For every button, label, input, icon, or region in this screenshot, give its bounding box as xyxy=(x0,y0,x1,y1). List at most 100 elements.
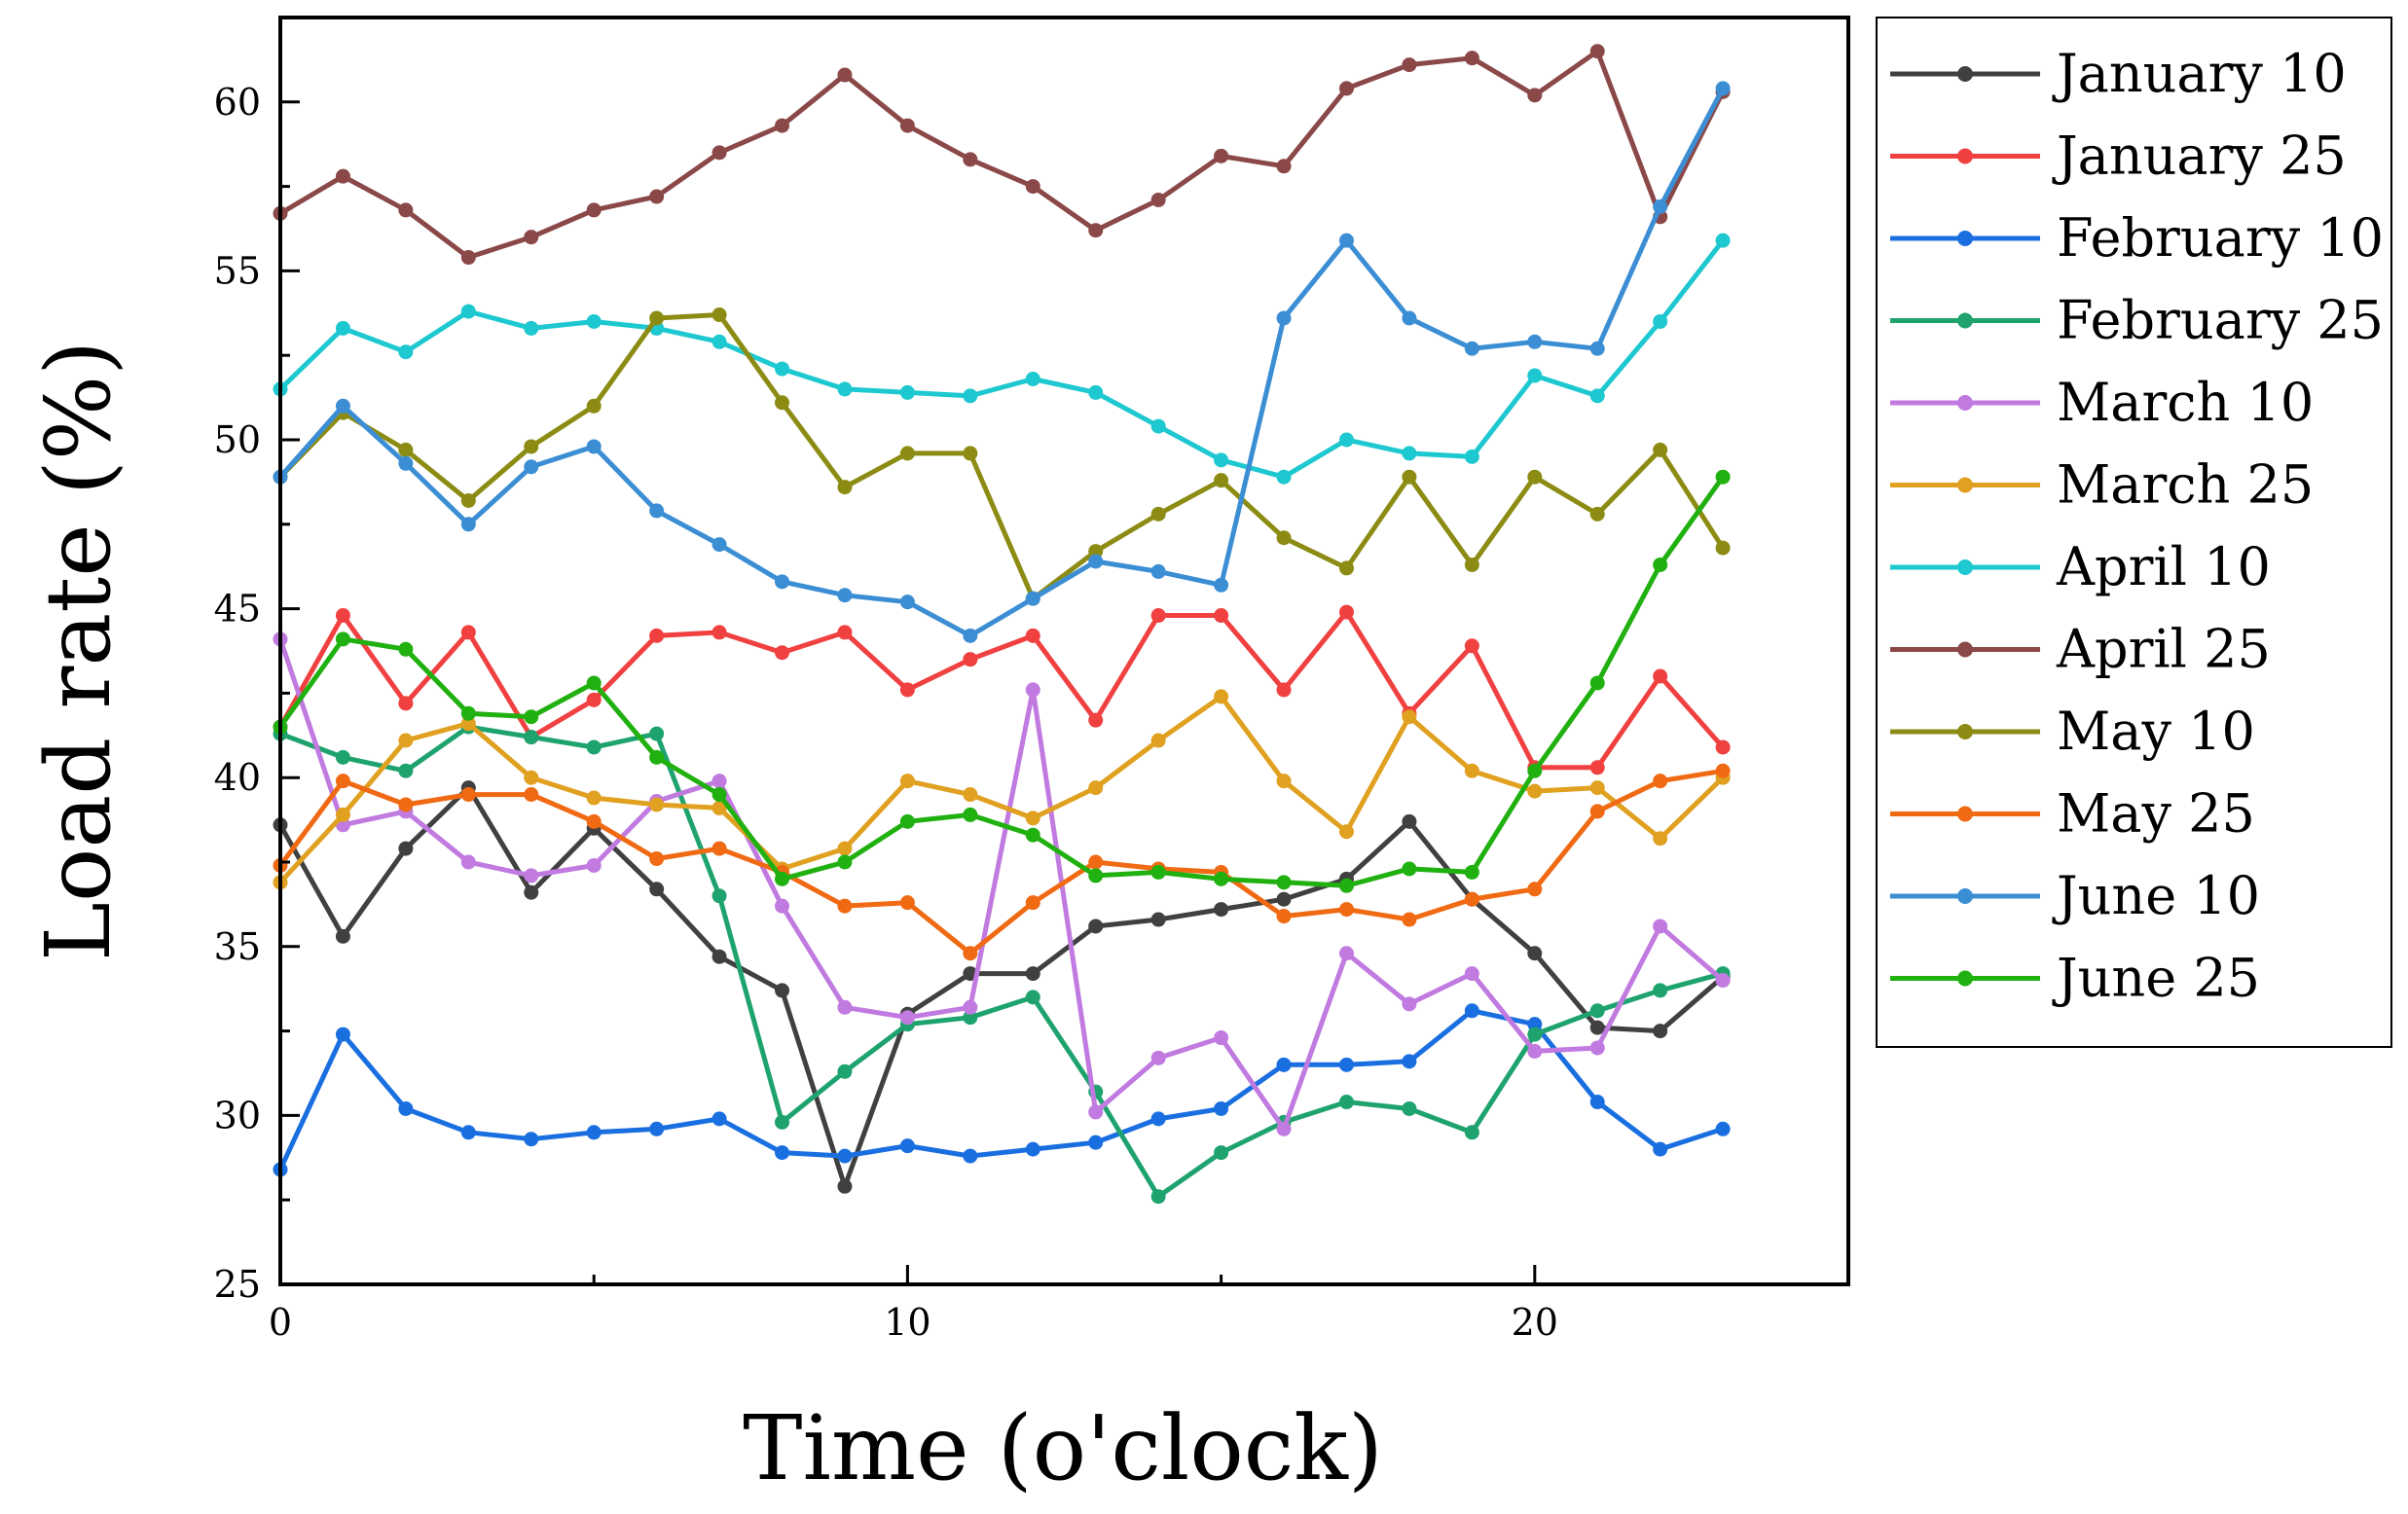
series-line-february-10 xyxy=(277,1008,1724,1172)
data-point-april-25 xyxy=(1338,81,1354,96)
legend-label: April 25 xyxy=(2056,619,2271,680)
data-point-april-25 xyxy=(711,145,727,161)
data-point-april-25 xyxy=(837,67,853,83)
data-point-april-25 xyxy=(1088,223,1104,238)
data-point-january-25 xyxy=(1464,638,1479,654)
data-point-may-10 xyxy=(586,398,602,414)
data-point-june-10 xyxy=(963,628,978,643)
x-tick-label: 0 xyxy=(269,1301,292,1344)
legend-label: June 25 xyxy=(2052,948,2260,1009)
data-point-may-10 xyxy=(963,446,978,461)
data-point-january-25 xyxy=(1214,608,1229,624)
data-point-june-10 xyxy=(1338,233,1354,248)
data-point-june-10 xyxy=(711,537,727,553)
data-point-march-25 xyxy=(711,800,727,815)
data-point-june-10 xyxy=(1150,563,1166,579)
data-point-may-25 xyxy=(711,841,727,856)
series-line-february-25 xyxy=(279,724,1724,1200)
data-point-may-10 xyxy=(775,395,790,411)
data-point-january-25 xyxy=(1653,668,1668,684)
data-point-february-10 xyxy=(1276,1057,1292,1072)
data-point-february-25 xyxy=(1402,1100,1417,1116)
data-point-february-25 xyxy=(963,1010,978,1026)
data-point-february-10 xyxy=(1589,1095,1605,1110)
data-point-march-10 xyxy=(1338,946,1354,961)
data-point-january-10 xyxy=(1402,813,1417,829)
data-point-march-25 xyxy=(1150,733,1166,748)
legend: January 10 January 25 February 10 February … xyxy=(1876,17,2392,1048)
data-point-january-25 xyxy=(1276,682,1292,698)
data-point-march-10 xyxy=(460,854,476,870)
legend-swatch-marker xyxy=(1957,231,1973,246)
legend-swatch-marker xyxy=(1957,724,1973,739)
data-point-may-10 xyxy=(711,307,727,323)
data-point-may-25 xyxy=(837,898,853,914)
data-point-april-10 xyxy=(1402,446,1417,461)
data-point-january-10 xyxy=(1589,1020,1605,1035)
data-point-february-10 xyxy=(963,1148,978,1164)
data-point-february-10 xyxy=(1527,1017,1543,1032)
series-line-january-25 xyxy=(277,609,1725,771)
data-point-may-10 xyxy=(1527,469,1543,485)
series-line-may-25 xyxy=(277,768,1724,956)
data-point-may-10 xyxy=(398,442,414,457)
data-point-january-25 xyxy=(1589,760,1605,775)
data-point-january-10 xyxy=(1527,946,1543,961)
data-point-june-10 xyxy=(837,588,853,603)
data-point-february-10 xyxy=(1402,1054,1417,1069)
y-axis-title: Load rate (%) xyxy=(26,341,130,961)
data-point-march-25 xyxy=(335,807,350,822)
data-point-march-10 xyxy=(1025,682,1040,698)
data-point-june-10 xyxy=(398,455,414,471)
data-point-june-25 xyxy=(1464,864,1479,880)
data-point-june-25 xyxy=(335,631,350,647)
data-point-march-10 xyxy=(1402,996,1417,1012)
data-point-june-25 xyxy=(1715,469,1731,485)
legend-label: February 10 xyxy=(2057,207,2384,269)
data-point-april-10 xyxy=(1214,452,1229,468)
y-tick-label: 35 xyxy=(214,925,261,968)
data-point-march-25 xyxy=(649,797,665,812)
data-point-april-10 xyxy=(1464,449,1479,464)
data-point-february-10 xyxy=(586,1125,602,1140)
data-point-april-25 xyxy=(586,202,602,218)
data-point-april-10 xyxy=(711,334,727,349)
data-point-march-25 xyxy=(1527,783,1543,799)
data-point-april-10 xyxy=(1150,418,1166,434)
data-point-april-25 xyxy=(1589,44,1605,59)
legend-label: May 10 xyxy=(2057,701,2255,762)
data-point-april-10 xyxy=(524,320,539,336)
data-point-may-10 xyxy=(524,439,539,454)
data-point-february-25 xyxy=(1025,990,1040,1005)
data-point-may-25 xyxy=(1653,774,1668,789)
legend-label: March 10 xyxy=(2057,372,2314,433)
data-point-january-10 xyxy=(398,841,414,856)
data-point-february-10 xyxy=(1088,1135,1104,1150)
data-point-june-25 xyxy=(1653,557,1668,572)
legend-swatch-marker xyxy=(1957,477,1973,493)
data-point-january-10 xyxy=(837,1178,853,1194)
data-point-june-25 xyxy=(1150,864,1166,880)
data-point-february-10 xyxy=(711,1111,727,1127)
data-point-april-25 xyxy=(1025,179,1040,195)
data-point-may-25 xyxy=(524,787,539,803)
data-point-january-10 xyxy=(649,882,665,897)
data-point-april-10 xyxy=(586,313,602,329)
data-point-april-25 xyxy=(1402,57,1417,73)
data-point-february-10 xyxy=(1464,1003,1479,1019)
data-point-march-25 xyxy=(1214,689,1229,704)
data-point-march-10 xyxy=(524,868,539,883)
legend-swatch-marker xyxy=(1957,312,1973,329)
data-point-february-25 xyxy=(711,888,727,904)
data-point-may-10 xyxy=(899,446,915,461)
series-line-march-10 xyxy=(277,638,1725,1132)
data-point-february-25 xyxy=(1338,1095,1354,1110)
y-tick-label: 45 xyxy=(214,588,261,631)
data-point-may-25 xyxy=(1589,804,1605,819)
legend-swatch-marker xyxy=(1957,66,1973,82)
data-point-january-25 xyxy=(335,608,350,624)
data-point-may-25 xyxy=(649,851,665,867)
data-point-april-25 xyxy=(1464,51,1479,66)
data-point-march-25 xyxy=(1653,831,1668,847)
data-point-may-25 xyxy=(1464,891,1479,907)
